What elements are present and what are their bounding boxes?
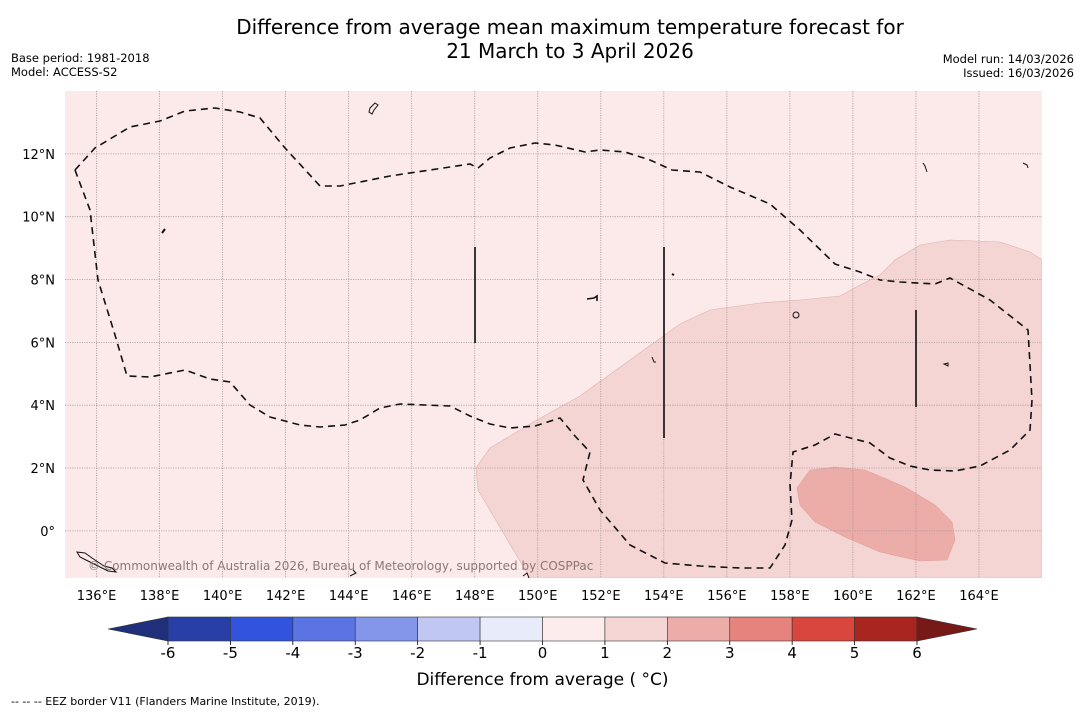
eez-borders (74, 107, 1033, 569)
colorbar-bin (417, 616, 481, 642)
longitude-label: 142°E (266, 589, 306, 604)
base-period: Base period: 1981-2018 (11, 51, 150, 65)
colorbar-bin (729, 616, 793, 642)
colorbar-tick-label: -6 (161, 644, 176, 662)
longitude-label: 154°E (644, 589, 684, 604)
island (522, 572, 530, 578)
colorbar-title: Difference from average ( °C) (416, 670, 669, 690)
issued-date: Issued: 16/03/2026 (963, 66, 1074, 80)
longitude-label: 144°E (329, 589, 369, 604)
chart-title: Difference from average mean maximum tem… (0, 15, 1085, 63)
island-chuuk (586, 294, 598, 301)
latitude-label: 12°N (22, 148, 55, 163)
colorbar-extend-high (916, 616, 978, 642)
colorbar: -6 -5 -4 -3 -2 -1 0 1 2 3 4 5 6 (107, 616, 978, 662)
colorbar-tick-label: 0 (538, 644, 548, 662)
colorbar-bin (230, 616, 294, 642)
colorbar-bin (791, 616, 855, 642)
longitude-label: 158°E (770, 589, 810, 604)
colorbar-tick-label: -2 (410, 644, 425, 662)
anomaly-region-2-to-3 (796, 466, 956, 562)
longitude-label: 148°E (455, 589, 495, 604)
longitude-label: 140°E (203, 589, 243, 604)
colorbar-bin (167, 616, 231, 642)
copyright-notice: © Commonwealth of Australia 2026, Bureau… (88, 559, 593, 573)
longitude-label: 156°E (707, 589, 747, 604)
meta-left: Base period: 1981-2018 Model: ACCESS-S2 (11, 51, 150, 79)
latitude-label: 10°N (22, 211, 55, 226)
longitude-label: 136°E (77, 589, 117, 604)
island-guam (368, 102, 379, 115)
longitude-label: 138°E (140, 589, 180, 604)
map-plot-area: © Commonwealth of Australia 2026, Bureau… (65, 91, 1042, 578)
island (1022, 162, 1029, 169)
island (349, 569, 357, 577)
latitude-label: 8°N (31, 274, 56, 289)
colorbar-bin (854, 616, 918, 642)
colorbar-tick-label: -4 (285, 644, 300, 662)
latitude-label: 0° (40, 525, 55, 540)
title-line-2: 21 March to 3 April 2026 (446, 39, 694, 63)
island (671, 273, 675, 276)
latitude-labels: 12°N 10°N 8°N 6°N 4°N 2°N 0° (22, 148, 55, 540)
colorbar-bin (479, 616, 543, 642)
colorbar-bin (667, 616, 731, 642)
colorbar-tick-label: -1 (473, 644, 488, 662)
colorbar-tick-label: 3 (725, 644, 735, 662)
longitude-label: 164°E (959, 589, 999, 604)
colorbar-tick-label: 6 (912, 644, 922, 662)
island (161, 228, 166, 234)
island-bismarck (76, 551, 118, 573)
colorbar-tick-label: 1 (600, 644, 610, 662)
colorbar-tick-label: -5 (223, 644, 238, 662)
eez-border-fsm-west (74, 107, 881, 281)
colorbar-bin (542, 616, 606, 642)
boundary-segments (474, 247, 917, 438)
colorbar-tick-label: 2 (663, 644, 673, 662)
eez-border-west-loop (74, 169, 1033, 569)
colorbar-bin (292, 616, 356, 642)
longitude-label: 152°E (581, 589, 621, 604)
longitude-label: 162°E (896, 589, 936, 604)
model-name: Model: ACCESS-S2 (11, 65, 118, 79)
eez-footnote: -- -- -- EEZ border V11 (Flanders Marine… (11, 695, 320, 708)
island-kosrae (942, 362, 949, 367)
longitude-label: 150°E (518, 589, 558, 604)
colorbar-bin (604, 616, 668, 642)
islands (76, 102, 1029, 578)
island (651, 356, 656, 363)
latitude-label: 4°N (31, 399, 56, 414)
colorbar-bin (354, 616, 418, 642)
title-line-1: Difference from average mean maximum tem… (236, 15, 904, 39)
longitude-label: 146°E (392, 589, 432, 604)
longitude-labels: 136°E 138°E 140°E 142°E 144°E 146°E 148°E 150°E… (77, 589, 999, 604)
longitude-label: 160°E (833, 589, 873, 604)
colorbar-tick-label: -3 (348, 644, 363, 662)
colorbar-tick-label: 4 (787, 644, 797, 662)
island-pohnpei (792, 311, 800, 319)
latitude-label: 2°N (31, 462, 56, 477)
colorbar-tick-label: 5 (850, 644, 860, 662)
island (922, 162, 928, 173)
latitude-label: 6°N (31, 336, 56, 351)
meta-right: Model run: 14/03/2026 Issued: 16/03/2026 (943, 52, 1074, 80)
colorbar-extend-low (107, 616, 169, 642)
model-run: Model run: 14/03/2026 (942, 52, 1074, 66)
